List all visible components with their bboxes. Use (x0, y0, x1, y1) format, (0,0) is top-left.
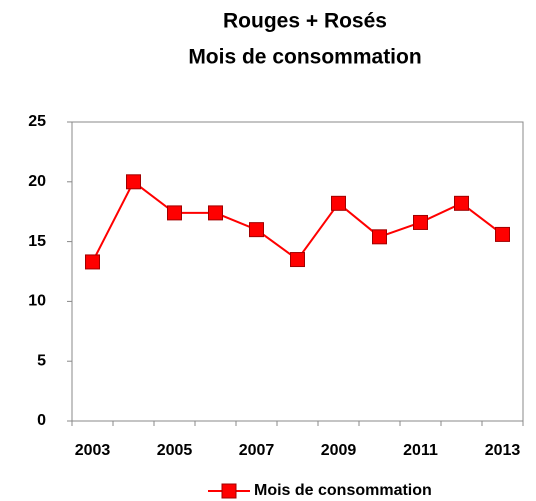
y-tick-label: 10 (28, 293, 46, 310)
data-line (91, 180, 504, 263)
chart-title: Rouges + Rosés (223, 10, 387, 33)
legend-marker (221, 483, 237, 499)
x-tick-label: 2011 (403, 442, 438, 459)
y-tick-label: 25 (28, 113, 46, 130)
chart-title: Mois de consommation (188, 46, 421, 69)
x-tick-label: 2003 (75, 442, 111, 459)
y-tick-label: 20 (28, 173, 46, 190)
x-tick-label: 2009 (321, 442, 357, 459)
data-point (290, 252, 305, 268)
data-point (208, 205, 223, 221)
y-tick-label: 0 (37, 412, 46, 429)
y-tick-label: 15 (28, 233, 46, 250)
data-point (331, 195, 346, 211)
data-point (413, 214, 428, 230)
data-point (126, 174, 141, 190)
y-tick-label: 5 (37, 352, 46, 369)
x-tick-label: 2007 (239, 442, 275, 459)
data-point (85, 254, 100, 270)
data-point (495, 226, 510, 242)
legend-label: Mois de consommation (254, 482, 432, 499)
data-point (372, 229, 387, 245)
data-point (249, 222, 264, 238)
plot-area (71, 121, 524, 422)
data-point (454, 195, 469, 211)
data-point (167, 205, 182, 221)
x-tick-label: 2013 (485, 442, 521, 459)
x-tick-label: 2005 (157, 442, 193, 459)
